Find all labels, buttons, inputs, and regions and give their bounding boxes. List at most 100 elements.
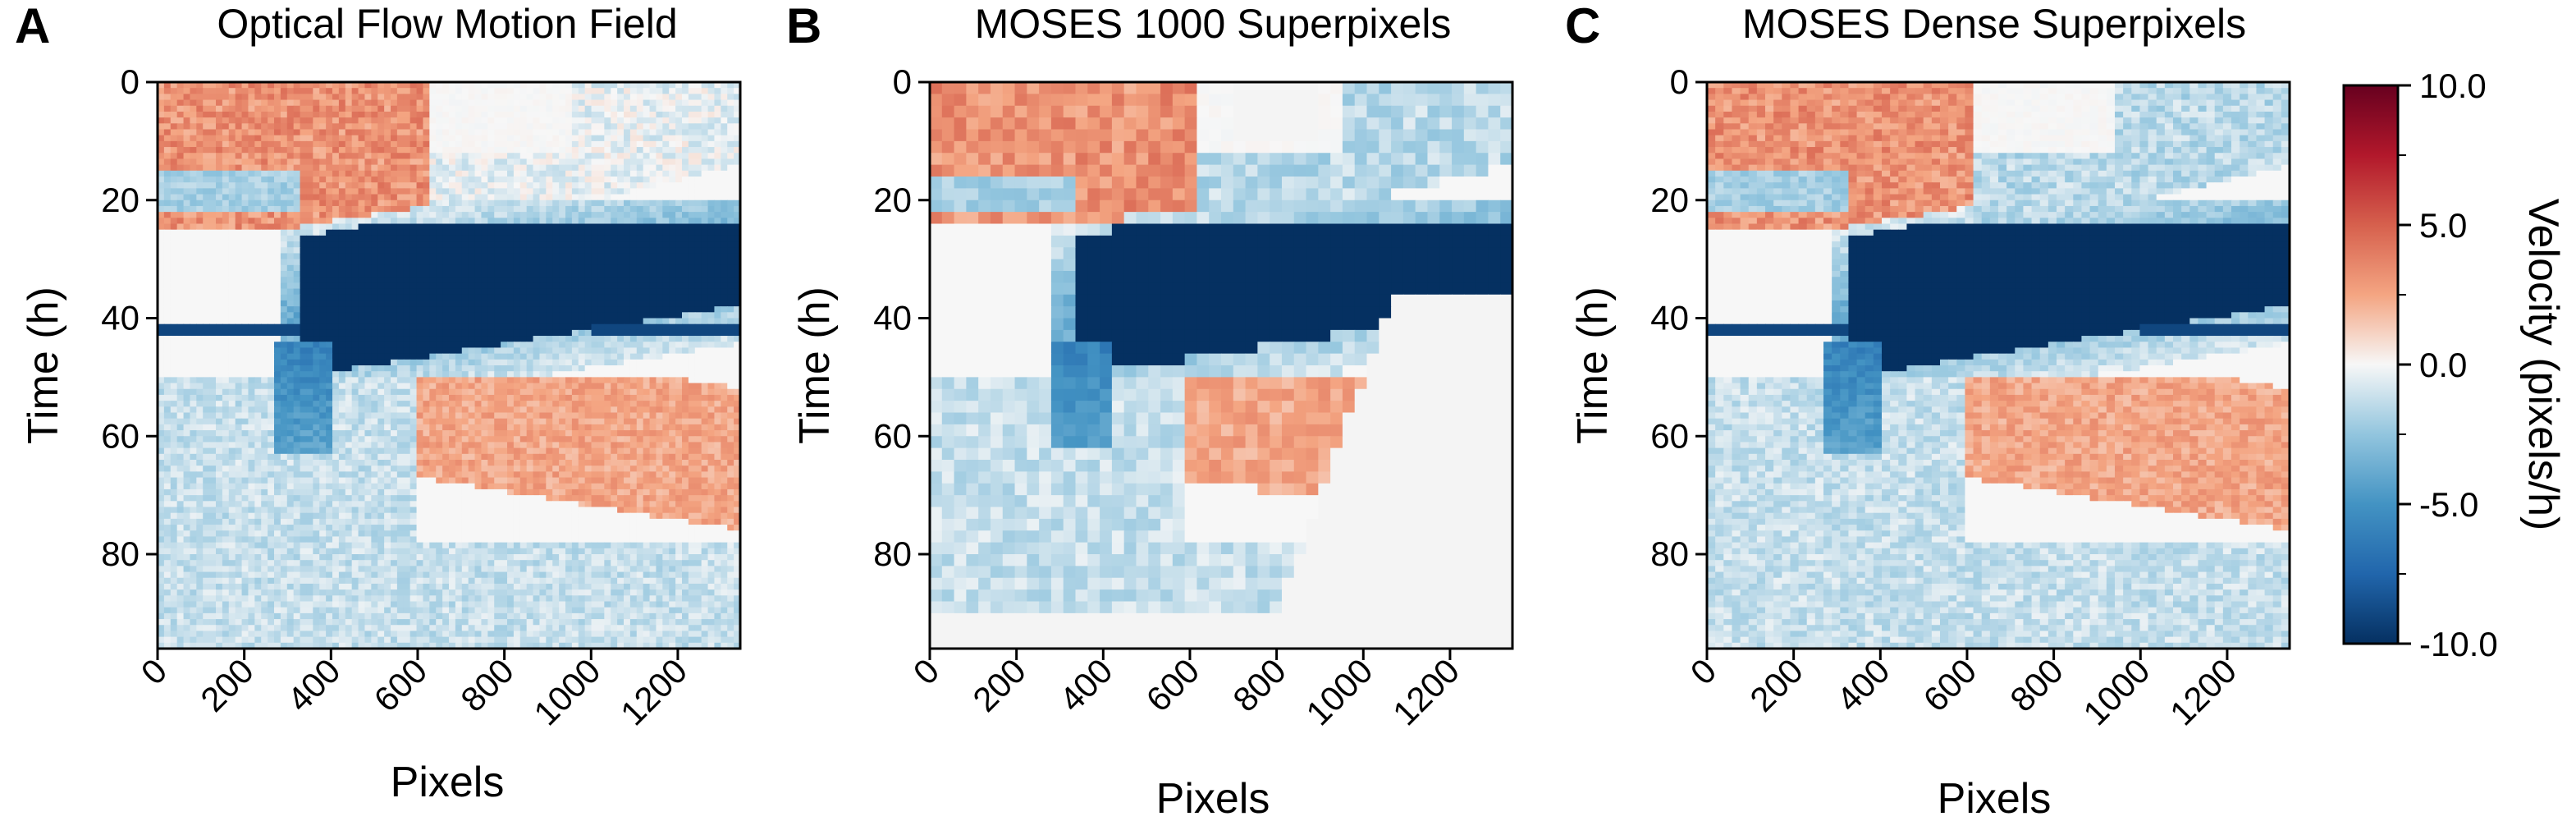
heatmap-cell (429, 353, 437, 360)
heatmap-cell (261, 394, 268, 401)
heatmap-cell (254, 329, 262, 337)
heatmap-cell (507, 294, 515, 301)
heatmap-cell (481, 347, 488, 355)
heatmap-cell (714, 264, 721, 272)
heatmap-cell (429, 359, 437, 366)
heatmap-cell (714, 371, 721, 378)
heatmap-cell (403, 170, 411, 177)
heatmap-cell (694, 129, 702, 136)
heatmap-cell (611, 129, 618, 136)
heatmap-cell (391, 82, 398, 89)
heatmap-cell (396, 212, 405, 218)
heatmap-cell (539, 371, 547, 378)
heatmap-cell (591, 123, 599, 131)
heatmap-cell (410, 111, 418, 118)
heatmap-cell (669, 288, 676, 296)
heatmap-cell (183, 342, 191, 349)
heatmap-cell (423, 359, 430, 366)
heatmap-cell (552, 323, 560, 331)
heatmap-cell (707, 241, 716, 248)
heatmap-cell (351, 117, 359, 124)
heatmap-cell (519, 235, 528, 242)
heatmap-cell (617, 212, 625, 218)
heatmap-cell (286, 271, 295, 277)
heatmap-cell (487, 82, 495, 89)
heatmap-cell (319, 94, 327, 101)
heatmap-cell (436, 253, 443, 260)
heatmap-cell (533, 312, 541, 319)
heatmap-cell (163, 371, 172, 378)
heatmap-cell (636, 200, 644, 207)
heatmap-cell (513, 241, 521, 248)
heatmap-cell (423, 406, 430, 414)
heatmap-cell (222, 336, 230, 342)
heatmap-cell (183, 377, 191, 384)
heatmap-cell (487, 223, 495, 231)
heatmap-cell (734, 342, 741, 349)
heatmap-cell (727, 394, 734, 401)
heatmap-cell (332, 123, 340, 131)
heatmap-cell (649, 170, 657, 177)
heatmap-cell (319, 294, 327, 301)
heatmap-cell (546, 300, 553, 307)
heatmap-cell (669, 371, 676, 378)
heatmap-cell (436, 394, 443, 401)
heatmap-cell (591, 164, 599, 172)
heatmap-cell (604, 306, 611, 313)
heatmap-cell (364, 294, 372, 301)
heatmap-cell (176, 347, 185, 355)
heatmap-cell (701, 117, 709, 124)
heatmap-cell (552, 123, 560, 131)
heatmap-cell (526, 253, 534, 260)
heatmap-cell (203, 188, 210, 195)
heatmap-cell (203, 294, 210, 301)
heatmap-cell (216, 200, 223, 207)
heatmap-cell (546, 323, 553, 331)
heatmap-cell (571, 271, 579, 277)
heatmap-cell (396, 111, 405, 118)
heatmap-cell (591, 212, 599, 218)
heatmap-cell (403, 164, 411, 172)
heatmap-cell (203, 371, 210, 378)
heatmap-cell (358, 205, 366, 213)
heatmap-cell (268, 135, 275, 142)
heatmap-cell (688, 235, 696, 242)
heatmap-cell (183, 365, 191, 372)
heatmap-cell (280, 235, 288, 242)
heatmap-cell (707, 342, 716, 349)
heatmap-cell (578, 271, 586, 277)
heatmap-cell (216, 247, 223, 255)
heatmap-cell (280, 117, 288, 124)
heatmap-cell (597, 359, 605, 366)
heatmap-cell (196, 241, 204, 248)
heatmap-cell (701, 294, 709, 301)
heatmap-cell (429, 158, 437, 166)
heatmap-cell (552, 383, 560, 390)
heatmap-cell (584, 182, 593, 189)
heatmap-cell (519, 264, 528, 272)
heatmap-cell (688, 158, 696, 166)
heatmap-cell (203, 347, 210, 355)
heatmap-cell (313, 200, 320, 207)
heatmap-cell (662, 111, 670, 118)
heatmap-cell (707, 336, 716, 342)
heatmap-cell (507, 94, 515, 101)
heatmap-cell (533, 359, 541, 366)
heatmap-cell (423, 401, 430, 407)
heatmap-cell (507, 153, 515, 160)
heatmap-cell (248, 394, 255, 401)
heatmap-cell (565, 218, 573, 225)
heatmap-cell (559, 194, 566, 201)
heatmap-cell (163, 153, 172, 160)
heatmap-cell (364, 117, 372, 124)
heatmap-cell (396, 259, 405, 266)
heatmap-cell (384, 359, 391, 366)
heatmap-cell (656, 123, 663, 131)
heatmap-cell (714, 99, 721, 107)
heatmap-cell (688, 394, 696, 401)
heatmap-cell (571, 377, 579, 384)
heatmap-cell (306, 247, 313, 255)
heatmap-cell (597, 401, 605, 407)
heatmap-cell (364, 277, 372, 283)
heatmap-cell (345, 111, 353, 118)
